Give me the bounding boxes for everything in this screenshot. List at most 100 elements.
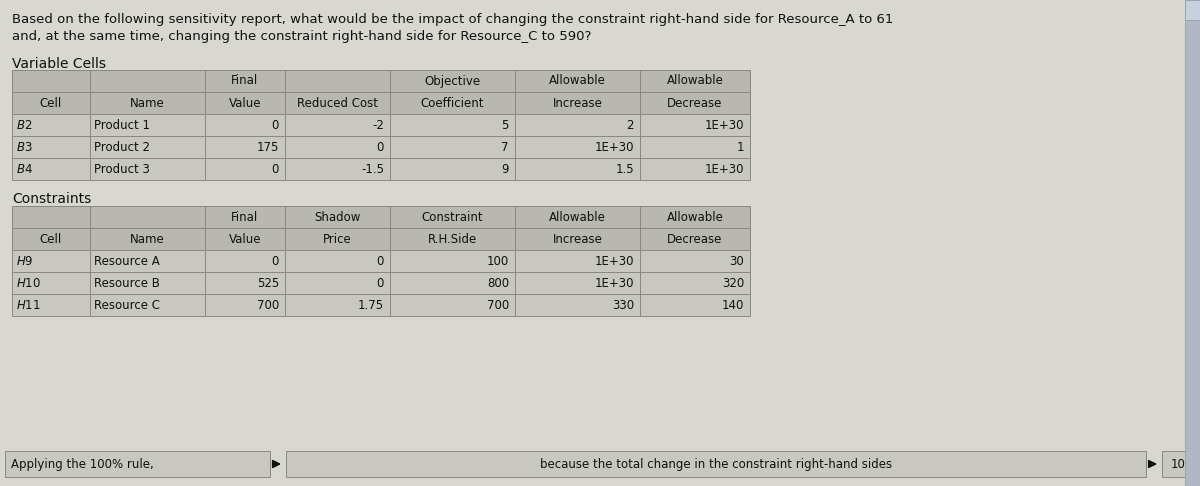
Text: Increase: Increase — [552, 232, 602, 245]
Text: 0: 0 — [271, 162, 278, 175]
Text: Value: Value — [229, 97, 262, 109]
Bar — [390, 250, 515, 272]
Text: Based on the following sensitivity report, what would be the impact of changing : Based on the following sensitivity repor… — [12, 13, 893, 26]
Text: Product 3: Product 3 — [94, 162, 150, 175]
Bar — [205, 70, 286, 92]
Bar — [390, 136, 515, 158]
Text: 700: 700 — [487, 298, 509, 312]
Bar — [90, 92, 205, 114]
Bar — [12, 294, 90, 316]
Text: 330: 330 — [612, 298, 634, 312]
Text: Resource B: Resource B — [94, 277, 160, 290]
Bar — [1186, 0, 1200, 20]
Bar — [390, 158, 515, 180]
Bar — [90, 272, 205, 294]
Bar — [390, 294, 515, 316]
Bar — [90, 136, 205, 158]
Bar — [515, 272, 640, 294]
Bar — [1162, 451, 1195, 477]
Text: Shadow: Shadow — [314, 210, 361, 224]
Text: 30: 30 — [730, 255, 744, 267]
Bar — [205, 272, 286, 294]
Bar — [515, 228, 640, 250]
Text: 525: 525 — [257, 277, 278, 290]
Text: Name: Name — [130, 97, 164, 109]
Text: 5: 5 — [502, 119, 509, 132]
Text: 0: 0 — [271, 255, 278, 267]
Bar — [640, 114, 750, 136]
Bar — [205, 114, 286, 136]
Text: 1E+30: 1E+30 — [594, 255, 634, 267]
Bar — [5, 451, 270, 477]
Bar — [640, 70, 750, 92]
Bar — [90, 114, 205, 136]
Text: Cell: Cell — [40, 232, 62, 245]
Text: 10: 10 — [1171, 457, 1186, 470]
Bar — [286, 158, 390, 180]
Bar — [515, 158, 640, 180]
Bar — [286, 228, 390, 250]
Text: -1.5: -1.5 — [361, 162, 384, 175]
Bar — [390, 272, 515, 294]
Bar — [205, 206, 286, 228]
Text: 1: 1 — [737, 140, 744, 154]
Text: Final: Final — [232, 210, 259, 224]
Text: Constraint: Constraint — [421, 210, 484, 224]
Text: $H$9: $H$9 — [16, 255, 34, 267]
Bar — [390, 114, 515, 136]
Bar — [90, 158, 205, 180]
Bar — [12, 158, 90, 180]
Text: Decrease: Decrease — [667, 232, 722, 245]
Bar — [205, 294, 286, 316]
Bar — [515, 206, 640, 228]
Text: 9: 9 — [502, 162, 509, 175]
Text: 1E+30: 1E+30 — [704, 119, 744, 132]
Bar — [12, 92, 90, 114]
Text: Constraints: Constraints — [12, 192, 91, 206]
Text: Allowable: Allowable — [550, 210, 606, 224]
Text: 1E+30: 1E+30 — [594, 277, 634, 290]
Bar — [12, 228, 90, 250]
Text: Reduced Cost: Reduced Cost — [298, 97, 378, 109]
Bar — [90, 294, 205, 316]
Bar — [90, 228, 205, 250]
Text: Allowable: Allowable — [550, 74, 606, 87]
Bar — [205, 92, 286, 114]
Text: Objective: Objective — [425, 74, 480, 87]
Bar — [515, 250, 640, 272]
Text: and, at the same time, changing the constraint right-hand side for Resource_C to: and, at the same time, changing the cons… — [12, 30, 592, 43]
Bar — [12, 136, 90, 158]
Text: Product 2: Product 2 — [94, 140, 150, 154]
Bar — [640, 158, 750, 180]
Text: Allowable: Allowable — [666, 210, 724, 224]
Bar — [205, 250, 286, 272]
Text: Coefficient: Coefficient — [421, 97, 485, 109]
Text: Allowable: Allowable — [666, 74, 724, 87]
Bar — [286, 451, 1146, 477]
Text: $B$3: $B$3 — [16, 140, 32, 154]
Text: Name: Name — [130, 232, 164, 245]
Bar — [640, 206, 750, 228]
Text: Decrease: Decrease — [667, 97, 722, 109]
Bar — [286, 206, 390, 228]
Bar — [515, 92, 640, 114]
Text: Value: Value — [229, 232, 262, 245]
Text: 0: 0 — [377, 140, 384, 154]
Bar — [286, 114, 390, 136]
Bar — [12, 250, 90, 272]
Bar — [640, 136, 750, 158]
Bar — [205, 158, 286, 180]
Text: 1.75: 1.75 — [358, 298, 384, 312]
Bar — [390, 206, 515, 228]
Bar — [12, 70, 90, 92]
Bar — [205, 228, 286, 250]
Text: 2: 2 — [626, 119, 634, 132]
Bar — [90, 250, 205, 272]
Bar — [515, 136, 640, 158]
Bar — [390, 228, 515, 250]
Text: $B$4: $B$4 — [16, 162, 32, 175]
Bar — [12, 114, 90, 136]
Text: 1E+30: 1E+30 — [704, 162, 744, 175]
Text: R.H.Side: R.H.Side — [428, 232, 478, 245]
Text: Price: Price — [323, 232, 352, 245]
